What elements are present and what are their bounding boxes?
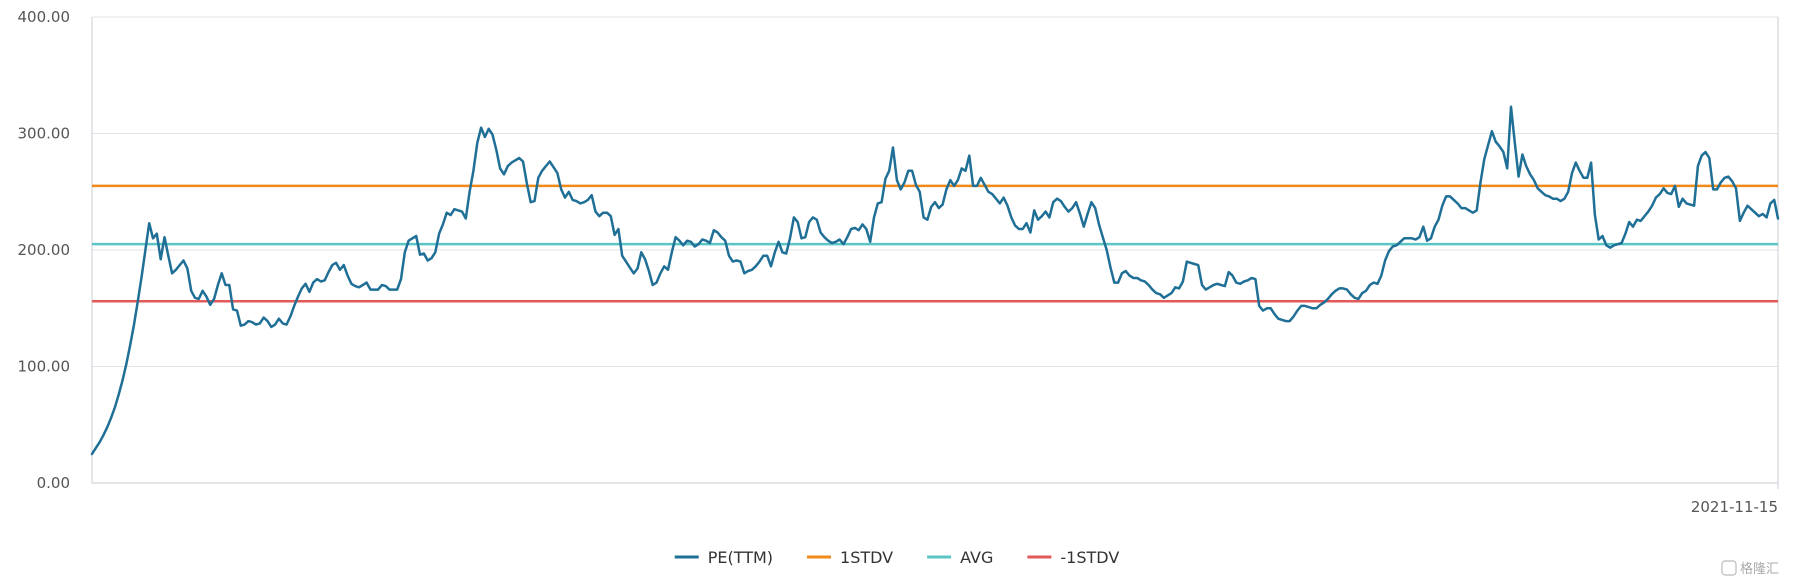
y-tick-label: 300.00 bbox=[18, 125, 71, 143]
y-tick-label: 0.00 bbox=[37, 474, 70, 492]
legend-label: AVG bbox=[960, 548, 993, 567]
x-axis: 2021-11-15 bbox=[92, 482, 1779, 516]
legend-item[interactable]: AVG bbox=[927, 548, 993, 567]
y-gridlines bbox=[92, 16, 1778, 367]
pe-ttm-line[interactable] bbox=[90, 105, 1780, 456]
legend-item[interactable]: 1STDV bbox=[807, 548, 893, 567]
legend: PE(TTM) 1STDV AVG -1STDV bbox=[674, 548, 1119, 567]
y-tick-label: 200.00 bbox=[18, 241, 71, 259]
legend-label: 1STDV bbox=[840, 548, 893, 567]
legend-label: PE(TTM) bbox=[708, 548, 773, 567]
y-tick-label: 400.00 bbox=[18, 8, 71, 26]
watermark-text: 格隆汇 bbox=[1740, 561, 1779, 577]
pe-ttm-series bbox=[90, 105, 1780, 456]
watermark-logo-icon bbox=[1721, 560, 1737, 576]
legend-item[interactable]: PE(TTM) bbox=[674, 548, 773, 567]
legend-label: -1STDV bbox=[1060, 548, 1119, 567]
y-tick-label: 100.00 bbox=[18, 358, 71, 376]
x-tick-label: 2021-11-15 bbox=[1691, 498, 1778, 516]
plot-frame bbox=[91, 17, 1779, 483]
y-axis-tick-labels: 0.00 100.00 200.00 300.00 400.00 bbox=[18, 8, 71, 492]
legend-item[interactable]: -1STDV bbox=[1027, 548, 1119, 567]
band-lines bbox=[92, 184, 1778, 303]
watermark: 格隆汇 bbox=[1721, 560, 1779, 577]
